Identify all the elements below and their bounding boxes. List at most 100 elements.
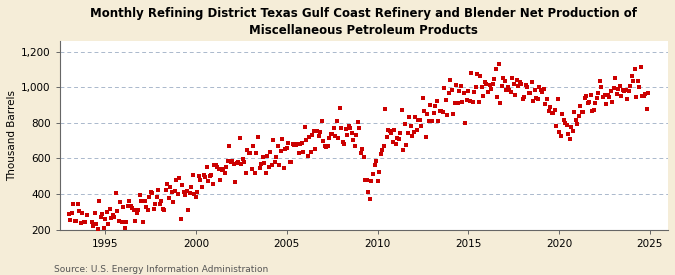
- Point: [369, 163, 380, 167]
- Point: [165, 184, 176, 189]
- Title: Monthly Refining District Texas Gulf Coast Refinery and Blender Net Production o: Monthly Refining District Texas Gulf Coa…: [90, 7, 637, 37]
- Point: [410, 115, 421, 119]
- Point: [330, 134, 341, 138]
- Point: [558, 118, 569, 122]
- Point: [97, 211, 107, 216]
- Point: [322, 144, 333, 148]
- Point: [487, 82, 498, 87]
- Point: [295, 142, 306, 146]
- Point: [86, 220, 97, 224]
- Point: [632, 78, 643, 83]
- Point: [576, 110, 587, 115]
- Point: [564, 137, 575, 142]
- Point: [416, 124, 427, 128]
- Point: [300, 124, 310, 129]
- Point: [334, 106, 345, 110]
- Point: [142, 207, 153, 212]
- Point: [268, 138, 279, 142]
- Point: [468, 100, 479, 104]
- Point: [523, 91, 534, 96]
- Point: [381, 135, 392, 139]
- Point: [351, 133, 362, 137]
- Point: [428, 111, 439, 115]
- Point: [631, 95, 642, 99]
- Point: [121, 219, 132, 224]
- Point: [496, 83, 507, 88]
- Point: [138, 219, 148, 224]
- Point: [328, 126, 339, 130]
- Point: [275, 148, 286, 153]
- Point: [440, 98, 451, 102]
- Point: [603, 95, 614, 99]
- Point: [254, 166, 265, 170]
- Point: [204, 174, 215, 178]
- Point: [549, 108, 560, 112]
- Point: [372, 179, 383, 183]
- Point: [118, 205, 129, 210]
- Point: [525, 90, 536, 95]
- Point: [401, 143, 412, 148]
- Point: [622, 97, 632, 101]
- Point: [109, 215, 119, 220]
- Point: [463, 89, 474, 94]
- Point: [422, 112, 433, 116]
- Point: [590, 101, 601, 106]
- Point: [140, 205, 151, 210]
- Point: [619, 89, 630, 94]
- Point: [122, 204, 133, 208]
- Point: [510, 92, 520, 97]
- Point: [493, 61, 504, 66]
- Point: [292, 142, 302, 146]
- Point: [371, 159, 381, 163]
- Point: [566, 125, 576, 129]
- Point: [346, 130, 357, 135]
- Point: [464, 99, 475, 103]
- Point: [215, 178, 225, 182]
- Point: [188, 173, 198, 177]
- Point: [76, 221, 86, 225]
- Point: [195, 178, 206, 182]
- Point: [583, 100, 593, 105]
- Point: [507, 76, 518, 81]
- Point: [398, 148, 408, 152]
- Point: [333, 136, 344, 140]
- Point: [356, 150, 367, 155]
- Point: [266, 163, 277, 167]
- Point: [348, 138, 358, 142]
- Point: [251, 151, 262, 156]
- Point: [110, 191, 121, 195]
- Point: [262, 154, 273, 159]
- Point: [316, 119, 327, 123]
- Point: [458, 90, 469, 95]
- Point: [232, 161, 242, 166]
- Point: [591, 96, 602, 100]
- Point: [174, 176, 185, 181]
- Point: [239, 160, 250, 164]
- Point: [127, 206, 138, 210]
- Point: [325, 131, 336, 136]
- Point: [310, 147, 321, 152]
- Point: [407, 134, 418, 138]
- Point: [263, 165, 274, 169]
- Point: [358, 155, 369, 160]
- Point: [378, 144, 389, 148]
- Point: [605, 89, 616, 93]
- Point: [84, 231, 95, 236]
- Point: [271, 155, 281, 160]
- Point: [595, 79, 605, 83]
- Point: [491, 95, 502, 99]
- Point: [63, 212, 74, 216]
- Point: [169, 189, 180, 194]
- Point: [585, 93, 596, 97]
- Point: [635, 65, 646, 70]
- Point: [74, 209, 85, 213]
- Point: [265, 149, 275, 154]
- Point: [466, 70, 477, 75]
- Point: [153, 188, 163, 192]
- Point: [620, 88, 631, 92]
- Point: [412, 128, 423, 132]
- Point: [560, 121, 570, 126]
- Point: [602, 92, 613, 97]
- Point: [82, 213, 92, 217]
- Point: [252, 135, 263, 139]
